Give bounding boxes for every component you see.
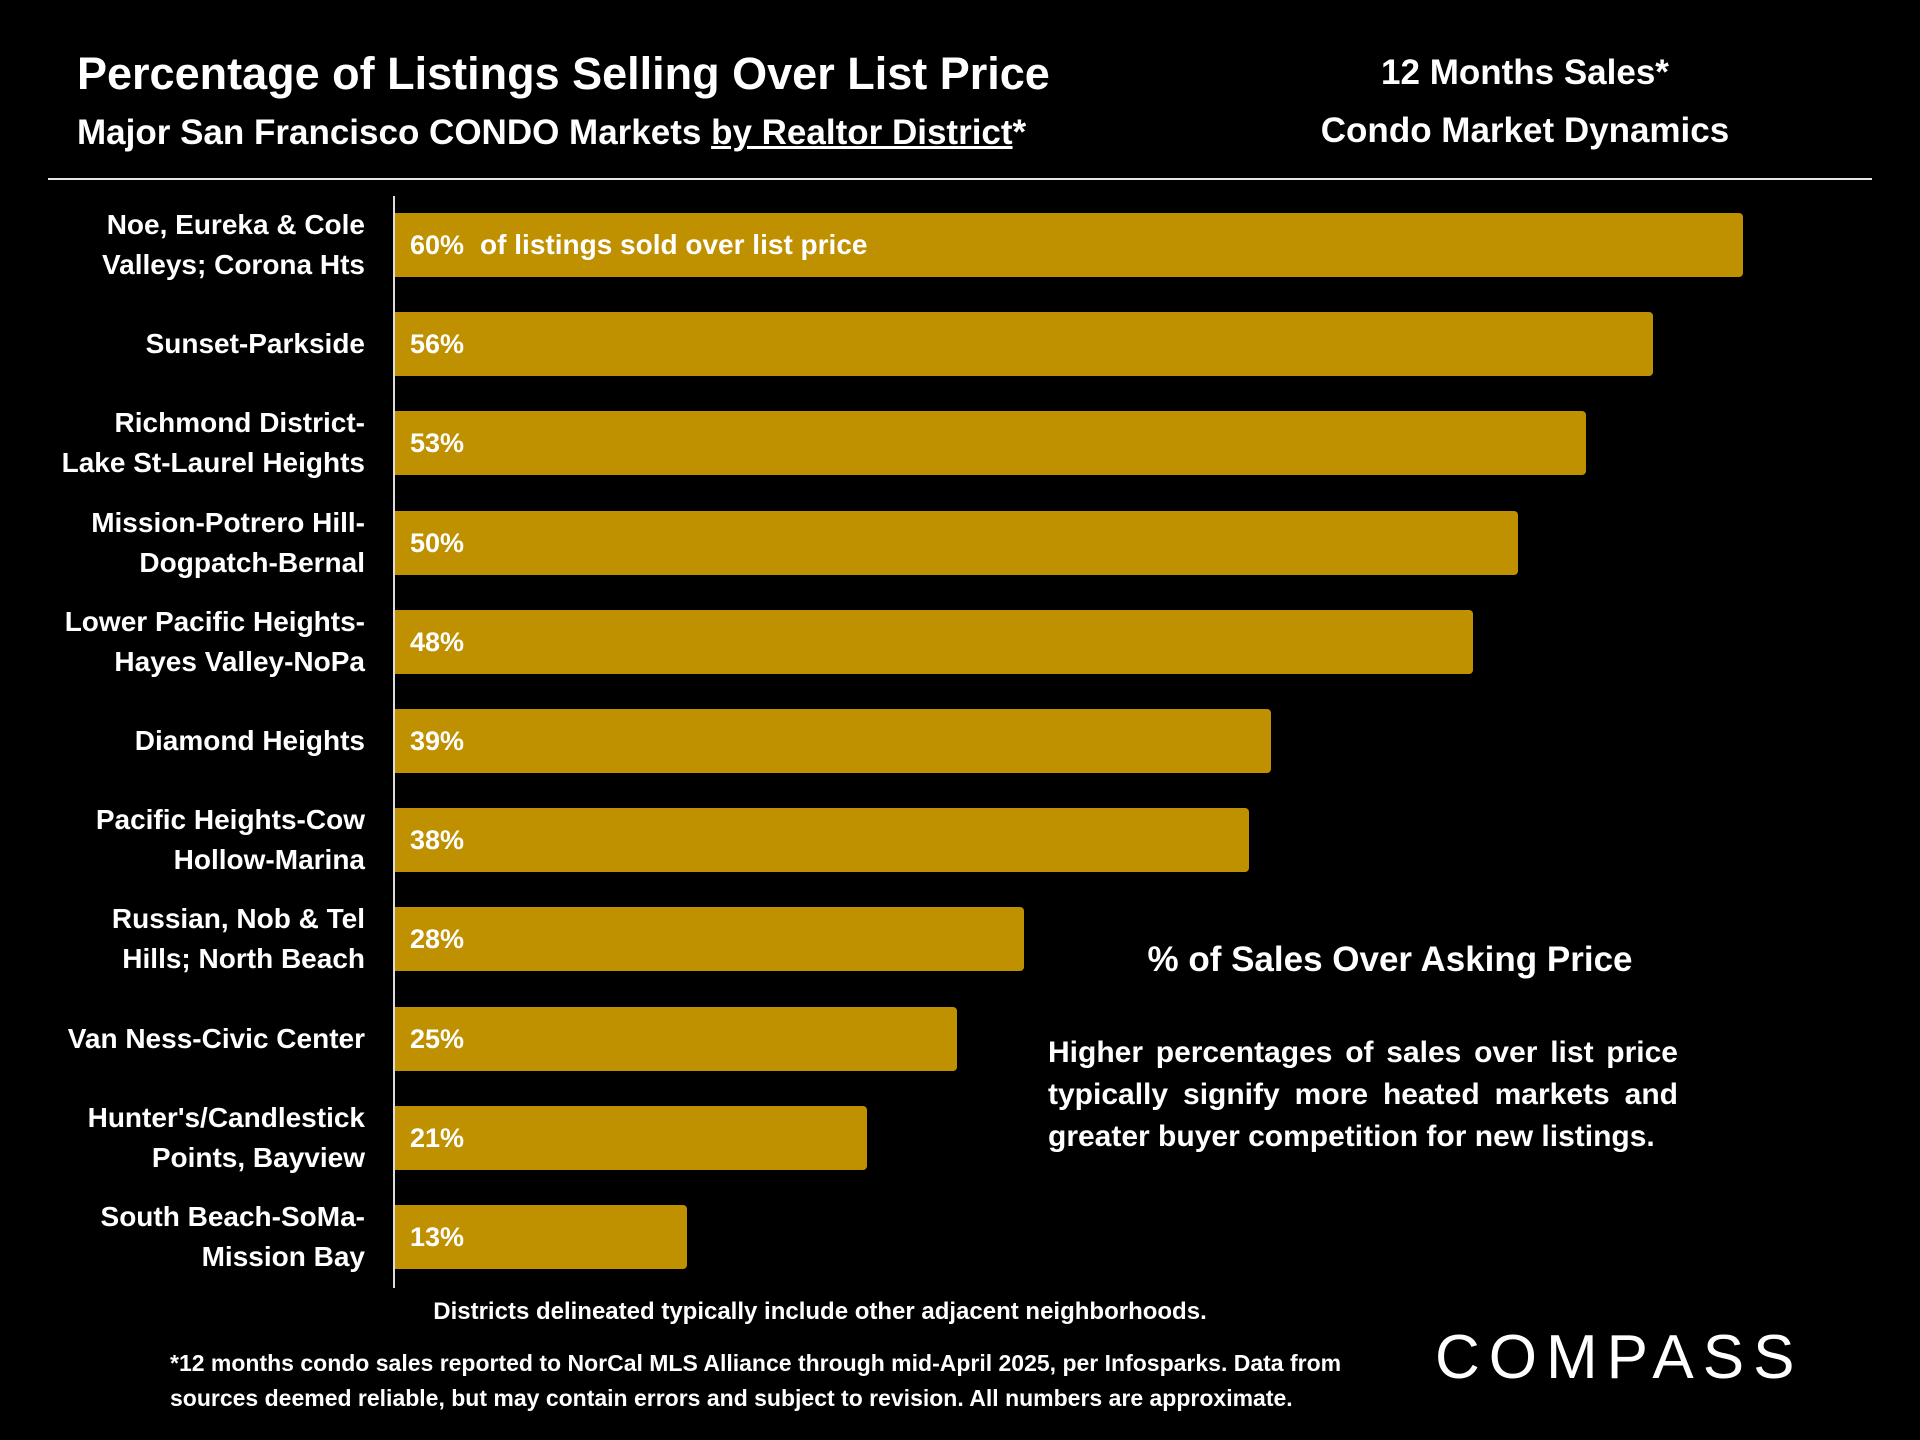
bar-value-label: 38% <box>410 808 464 872</box>
bar-value-label: 39% <box>410 709 464 773</box>
category-label: Pacific Heights-Cow Hollow-Marina <box>20 800 365 880</box>
bar <box>395 709 1272 773</box>
compass-logo-text: COMPASS <box>1435 1323 1803 1390</box>
bar <box>395 1006 957 1071</box>
category-label-line: Noe, Eureka & Cole <box>106 209 365 240</box>
bar-value-text: 38% <box>410 825 465 856</box>
footnote: *12 months condo sales reported to NorCa… <box>170 1346 1410 1416</box>
category-label-line: Lower Pacific Heights- <box>64 605 365 637</box>
title-block: Percentage of Listings Selling Over List… <box>77 44 1050 162</box>
side-panel-text: Higher percentages of sales over list pr… <box>1048 1036 1678 1153</box>
category-label: South Beach-SoMa- Mission Bay <box>20 1197 365 1277</box>
compass-logo: COMPASS <box>1435 1320 1855 1405</box>
right-header-line1: 12 Months Sales* <box>1381 53 1669 92</box>
category-label: Russian, Nob & Tel Hills; North Beach <box>20 899 365 979</box>
bar <box>395 1205 688 1269</box>
bar-value-label: 50% <box>410 511 464 575</box>
bar <box>395 510 1519 575</box>
bar <box>395 312 1654 377</box>
category-label-line: Hollow-Marina <box>173 844 365 876</box>
category-label-line: Lake St-Laurel Heights <box>61 447 365 479</box>
y-axis-line <box>393 196 395 1288</box>
category-label-line: Richmond District- <box>114 407 365 439</box>
category-label: Van Ness-Civic Center <box>20 1019 365 1059</box>
category-label-line: Hills; North Beach <box>122 943 365 975</box>
footnote-line2: sources deemed reliable, but may contain… <box>170 1385 1293 1411</box>
bar-value-label: 56% <box>410 312 464 376</box>
category-label: Richmond District- Lake St-Laurel Heights <box>20 403 365 483</box>
subtitle-underlined: by Realtor District <box>711 113 1013 152</box>
bar-value-label: 25% <box>410 1007 464 1071</box>
category-label-line: Pacific Heights-Cow <box>95 804 365 836</box>
bar-value-label: 13% <box>410 1205 464 1269</box>
category-label-line: Van Ness-Civic Center <box>67 1022 365 1054</box>
category-label: Mission-Potrero Hill- Dogpatch-Bernal <box>20 503 365 583</box>
bar <box>395 1105 867 1170</box>
category-label-line: Hunter's/Candlestick <box>87 1101 365 1133</box>
category-label-line: Russian, Nob & Tel <box>111 903 365 935</box>
bar <box>395 609 1474 674</box>
category-label: Noe, Eureka & Cole Valleys; Corona Hts <box>20 205 365 285</box>
bar-value-text: 28% <box>410 924 465 955</box>
category-label-line: Valleys; Corona Hts <box>102 249 365 280</box>
header-divider <box>48 178 1872 180</box>
bar-value-text: 56% <box>410 329 465 360</box>
category-label-line: Mission-Potrero Hill- <box>91 506 365 538</box>
bar-note: of listings sold over list price <box>480 229 868 260</box>
category-label-line: South Beach-SoMa- <box>100 1201 365 1232</box>
right-header: 12 Months Sales* Condo Market Dynamics <box>1290 44 1760 160</box>
footnote-line1: *12 months condo sales reported to NorCa… <box>170 1350 1342 1376</box>
bar-value-label: 60% of listings sold over list price <box>410 213 867 277</box>
side-panel-title: % of Sales Over Asking Price <box>1147 940 1633 979</box>
bar-value-text: 13% <box>410 1222 465 1252</box>
bar-value-text: 50% <box>410 527 465 558</box>
category-label-line: Mission Bay <box>201 1241 365 1272</box>
category-label: Lower Pacific Heights- Hayes Valley-NoPa <box>20 602 365 682</box>
chart-subtitle: Major San Francisco CONDO Markets by Rea… <box>77 104 1050 162</box>
category-label: Hunter's/Candlestick Points, Bayview <box>20 1098 365 1178</box>
right-header-line2: Condo Market Dynamics <box>1320 111 1730 150</box>
category-label-line: Hayes Valley-NoPa <box>114 645 365 677</box>
bar-value-text: 25% <box>410 1023 465 1054</box>
bar-value-text: 39% <box>410 726 465 756</box>
bar-value-label: 21% <box>410 1106 464 1170</box>
compass-logo-mark: COMPASS <box>1435 1323 1803 1392</box>
bar-value-text: 53% <box>410 428 465 459</box>
category-label-line: Diamond Heights <box>134 725 365 756</box>
bar <box>395 213 1743 277</box>
bar-value-text: 48% <box>410 626 465 657</box>
category-label-line: Points, Bayview <box>151 1141 365 1173</box>
bar <box>395 411 1586 476</box>
bar-value-label: 48% <box>410 610 464 674</box>
bar-value-text: 60% <box>410 230 465 260</box>
bar-value-text: 21% <box>410 1122 465 1153</box>
subtitle-prefix: Major San Francisco CONDO Markets <box>77 113 712 152</box>
chart-title: Percentage of Listings Selling Over List… <box>77 48 1050 99</box>
bar-value-label: 53% <box>410 411 464 475</box>
bar <box>395 808 1249 873</box>
bar-value-label: 28% <box>410 907 464 971</box>
category-label: Diamond Heights <box>20 721 365 761</box>
bar <box>395 907 1025 972</box>
category-label-line: Sunset-Parkside <box>145 328 365 360</box>
subtitle-suffix: * <box>1012 113 1027 152</box>
category-label: Sunset-Parkside <box>20 324 365 364</box>
districts-note: Districts delineated typically include o… <box>433 1298 1207 1325</box>
category-label-line: Dogpatch-Bernal <box>139 546 365 578</box>
